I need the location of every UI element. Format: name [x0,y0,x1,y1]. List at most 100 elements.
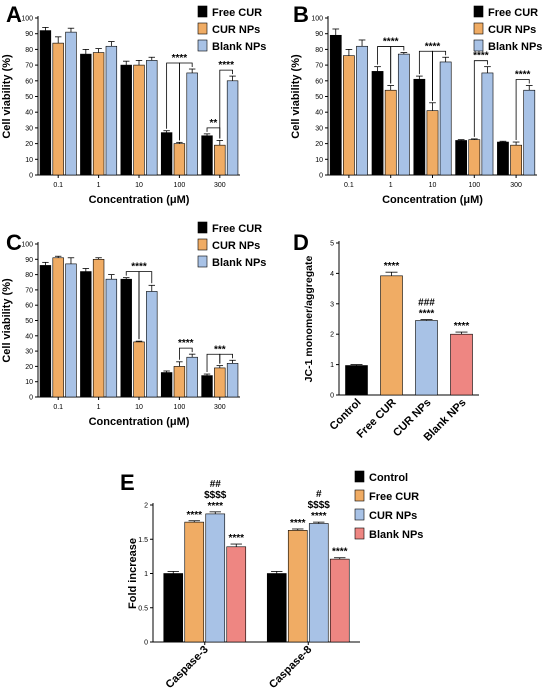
panel-label: E [120,470,135,495]
bar-cur-nps [468,139,481,176]
x-tick-label: 1 [389,182,393,189]
legend-swatch [473,22,484,35]
legend-label: Blank NPs [369,529,423,541]
y-tick-label: 80 [25,272,33,279]
y-tick-label: 0 [29,395,33,402]
y-tick-label: 50 [315,94,323,101]
y-tick-label: 90 [315,31,323,38]
bar-blank-nps [226,363,239,398]
y-tick-label: 80 [315,47,323,54]
legend-label: Free CUR [369,491,419,503]
legend-swatch [473,39,484,52]
x-tick-label: 300 [214,404,226,411]
bar-control [266,573,287,643]
y-tick-label: 90 [25,257,33,264]
chart-panel-a: A 0 10 20 30 40 50 60 70 80 90 100 0.1 1 10 100 300 Conce… [1,2,266,206]
bar-cur-nps [343,55,355,176]
bar-cur-nps [384,89,397,176]
x-tick-label: 10 [135,404,143,411]
significance-label: **** [131,262,147,273]
x-tick-label: 0.1 [53,404,63,411]
significance-label: **** [425,41,441,52]
bar-cur-nps [308,523,329,643]
y-tick-label: 70 [25,63,33,70]
legend-swatch [197,255,208,268]
significance-label: **** [218,60,234,71]
y-tick-label: 1.5 [138,537,148,544]
legend-label: CUR NPs [369,510,417,522]
y-tick-label: 10 [315,157,323,164]
y-tick-label: 40 [25,333,33,340]
y-tick-label: 0.5 [138,605,148,612]
bar-free-cur [497,141,509,176]
y-tick-label: 30 [315,125,323,132]
bar-blank-nps [356,45,368,176]
x-tick-label: 1 [97,404,101,411]
bar-annotation: **** [290,518,306,529]
bar-blank-nps [523,89,536,176]
y-tick-label: 100 [311,16,323,23]
bar-annotation: **** [207,501,223,512]
y-axis-title: JC-1 monomer/aggregate [303,256,315,383]
y-axis-title: Cell viability (%) [290,54,302,139]
significance-bracket [432,50,447,101]
bar [415,320,438,396]
bar-cur-nps [426,110,439,176]
y-tick-label: 30 [25,349,33,356]
bar-cur-nps [205,513,226,643]
legend-label: CUR NPs [488,24,536,36]
chart-panel-e: E 0 0.5 1 1.5 2 Caspase-3 Caspase-8 Fold increas… [120,470,423,691]
legend-label: Blank NPs [488,41,542,53]
chart-panel-c: C 0 10 20 30 40 50 60 70 80 90 100 0.1 1 10 100 300 Conce… [1,221,266,428]
bar-free-cur [80,271,92,398]
bar-free-cur [160,132,173,176]
bar-blank-nps [439,61,452,176]
x-tick-label: 10 [135,182,143,189]
y-tick-label: 100 [21,16,33,23]
y-tick-label: 60 [25,303,33,310]
y-tick-label: 80 [25,47,33,54]
y-tick-label: 5 [330,241,334,248]
bar-free-cur [329,34,342,176]
y-tick-label: 60 [25,78,33,85]
chart-panel-b: B 0 10 20 30 40 50 60 70 80 90 100 0.1 1 10 100 300 Conce… [290,2,542,206]
legend-label: Blank NPs [212,41,266,53]
x-axis-title: Concentration (μM) [89,416,190,428]
bar-free-cur [201,135,213,176]
y-tick-label: 10 [25,157,33,164]
y-tick-label: 4 [330,271,334,278]
significance-label: **** [473,51,489,62]
legend-swatch [197,5,208,18]
bar-free-cur [39,30,52,176]
bar-cur-nps [133,341,145,398]
y-tick-label: 10 [25,379,33,386]
bar-blank-nps [186,72,198,176]
y-axis-title: Fold increase [127,538,139,609]
bar-annotation: $$$$ [308,500,331,511]
bar-free-cur [201,375,213,398]
bar-free-cur [455,140,468,176]
y-tick-label: 0 [144,640,148,647]
bar-blank-nps [481,72,494,176]
panel-label: D [293,230,309,255]
y-tick-label: 3 [330,301,334,308]
significance-bracket [138,271,153,340]
y-tick-label: 40 [25,110,33,117]
bar-free-cur [184,521,205,643]
y-tick-label: 30 [25,125,33,132]
y-tick-label: 0 [29,173,33,180]
significance-label: **** [383,37,399,48]
bar-cur-nps [510,144,522,176]
bar-blank-nps [65,263,77,398]
legend-label: Blank NPs [212,257,266,269]
y-tick-label: 50 [25,94,33,101]
significance-bracket [473,60,488,137]
x-tick-label: 300 [510,182,522,189]
bar-annotation: **** [419,309,435,320]
bar-free-cur [39,265,52,398]
bar-annotation: **** [454,321,470,332]
bar-blank-nps [226,546,247,643]
bar-annotation: **** [311,511,327,522]
significance-bracket [179,347,193,360]
x-tick-label: 100 [174,404,186,411]
